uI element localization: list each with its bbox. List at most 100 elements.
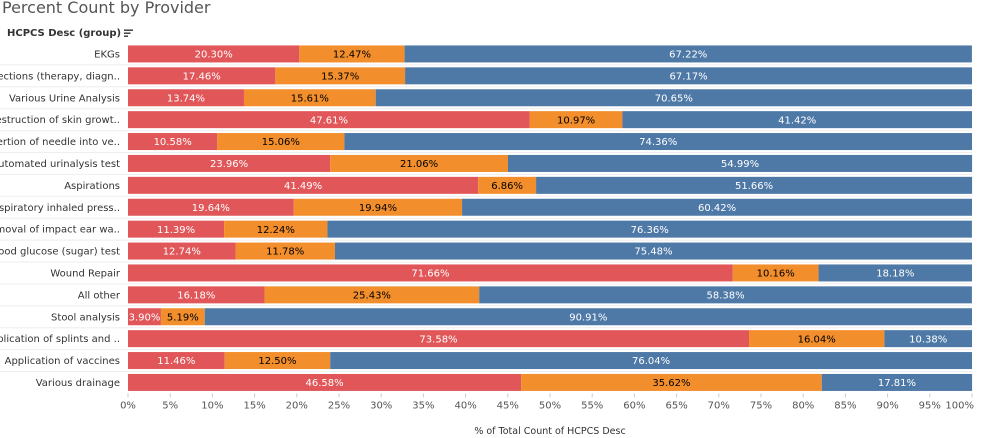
data-label: 10.58% (154, 137, 192, 148)
bar-segment[interactable] (462, 198, 972, 216)
x-tick-label: 65% (665, 400, 687, 411)
row-header[interactable]: HCPCS Desc (group) (7, 28, 134, 39)
bar-segment[interactable] (821, 373, 973, 391)
x-tick-label: 80% (792, 400, 814, 411)
bar-segment[interactable] (160, 308, 205, 326)
bar-segment[interactable] (128, 198, 294, 216)
data-label: 16.18% (177, 290, 215, 301)
bar-segment[interactable] (128, 111, 530, 129)
bar-segment[interactable] (299, 45, 405, 63)
data-label: 12.24% (257, 225, 295, 236)
bar-segment[interactable] (128, 67, 276, 85)
category-label[interactable]: Automated urinalysis test (0, 159, 120, 170)
category-label[interactable]: Blood glucose (sugar) test (0, 247, 120, 258)
data-label: 60.42% (698, 203, 736, 214)
bar-segment[interactable] (479, 286, 972, 304)
bar-segment[interactable] (327, 220, 972, 238)
row-header-label: HCPCS Desc (group) (7, 28, 122, 39)
data-label: 25.43% (353, 290, 391, 301)
data-label: 15.61% (291, 93, 329, 104)
category-label[interactable]: EKGs (94, 49, 120, 60)
bar-segment[interactable] (884, 330, 972, 348)
category-label[interactable]: Aspirations (64, 181, 120, 192)
x-tick-label: 15% (243, 400, 265, 411)
bar-segment[interactable] (507, 154, 973, 172)
bar-segment[interactable] (204, 308, 972, 326)
x-tick-label: 85% (834, 400, 856, 411)
data-label: 6.86% (491, 181, 523, 192)
data-label: 54.99% (721, 159, 759, 170)
category-label[interactable]: Application of vaccines (5, 356, 120, 367)
bar-segment[interactable] (128, 308, 161, 326)
bar-segment[interactable] (334, 242, 972, 260)
bar-segment[interactable] (344, 133, 972, 151)
bar-segment[interactable] (128, 45, 300, 63)
category-label[interactable]: Respiratory inhaled press.. (0, 203, 120, 214)
bar-segment[interactable] (818, 264, 972, 282)
bar-segment[interactable] (128, 133, 218, 151)
bar-segment[interactable] (375, 89, 972, 107)
x-tick-label: 90% (876, 400, 898, 411)
data-label: 23.96% (210, 159, 248, 170)
bar-segment[interactable] (128, 286, 265, 304)
bar-segment[interactable] (224, 352, 331, 370)
data-label: 15.06% (262, 137, 300, 148)
bar-segment[interactable] (128, 220, 225, 238)
bar-segment[interactable] (128, 373, 522, 391)
category-label[interactable]: Injections (therapy, diagn.. (0, 71, 120, 82)
category-label[interactable]: All other (78, 290, 121, 301)
data-label: 41.49% (284, 181, 322, 192)
data-label: 73.58% (419, 334, 457, 345)
bar-segment[interactable] (330, 352, 972, 370)
category-label[interactable]: nsertion of needle into ve.. (0, 137, 120, 148)
bar-segment[interactable] (330, 154, 508, 172)
data-label: 51.66% (735, 181, 773, 192)
bar-segment[interactable] (264, 286, 480, 304)
sort-icon[interactable] (124, 29, 134, 38)
data-label: 71.66% (411, 269, 449, 280)
bar-segment[interactable] (128, 242, 236, 260)
x-tick-label: 30% (370, 400, 392, 411)
data-label: 19.94% (359, 203, 397, 214)
bar-segment[interactable] (235, 242, 335, 260)
bar-segment[interactable] (224, 220, 328, 238)
x-tick-label: 60% (623, 400, 645, 411)
bar-segment[interactable] (404, 45, 972, 63)
category-label[interactable]: Destruction of skin growt.. (0, 115, 120, 126)
bar-segment[interactable] (243, 89, 376, 107)
data-label: 47.61% (310, 115, 348, 126)
category-label[interactable]: Wound Repair (50, 268, 121, 279)
category-label[interactable]: Removal of impact ear wa.. (0, 225, 120, 236)
bar-segment[interactable] (275, 67, 406, 85)
bar-segment[interactable] (128, 352, 225, 370)
data-label: 35.62% (652, 378, 690, 389)
bar-segment[interactable] (749, 330, 885, 348)
data-label: 76.36% (631, 225, 669, 236)
chart-title: Percent Count by Provider (2, 0, 211, 17)
data-label: 15.37% (321, 71, 359, 82)
category-label[interactable]: Various Urine Analysis (9, 93, 120, 104)
bar-segment[interactable] (293, 198, 463, 216)
bar-segment[interactable] (128, 264, 733, 282)
bar-segment[interactable] (217, 133, 345, 151)
data-label: 12.47% (333, 50, 371, 61)
category-label[interactable]: Stool analysis (51, 312, 120, 323)
bar-segment[interactable] (128, 330, 750, 348)
data-label: 21.06% (400, 159, 438, 170)
bar-segment[interactable] (622, 111, 972, 129)
category-label[interactable]: Application of splints and .. (0, 334, 120, 345)
bar-segment[interactable] (536, 176, 973, 194)
data-label: 20.30% (195, 50, 233, 61)
x-tick-label: 35% (412, 400, 434, 411)
data-label: 76.04% (632, 356, 670, 367)
bar-segment[interactable] (128, 176, 479, 194)
bar-segment[interactable] (128, 89, 244, 107)
bar-segment[interactable] (128, 154, 331, 172)
bar-segment[interactable] (478, 176, 537, 194)
bar-segment[interactable] (521, 373, 822, 391)
bar-segment[interactable] (732, 264, 819, 282)
x-axis-title[interactable]: % of Total Count of HCPCS Desc (474, 426, 625, 437)
bar-segment[interactable] (529, 111, 623, 129)
category-label[interactable]: Various drainage (36, 378, 120, 389)
bar-segment[interactable] (405, 67, 972, 85)
